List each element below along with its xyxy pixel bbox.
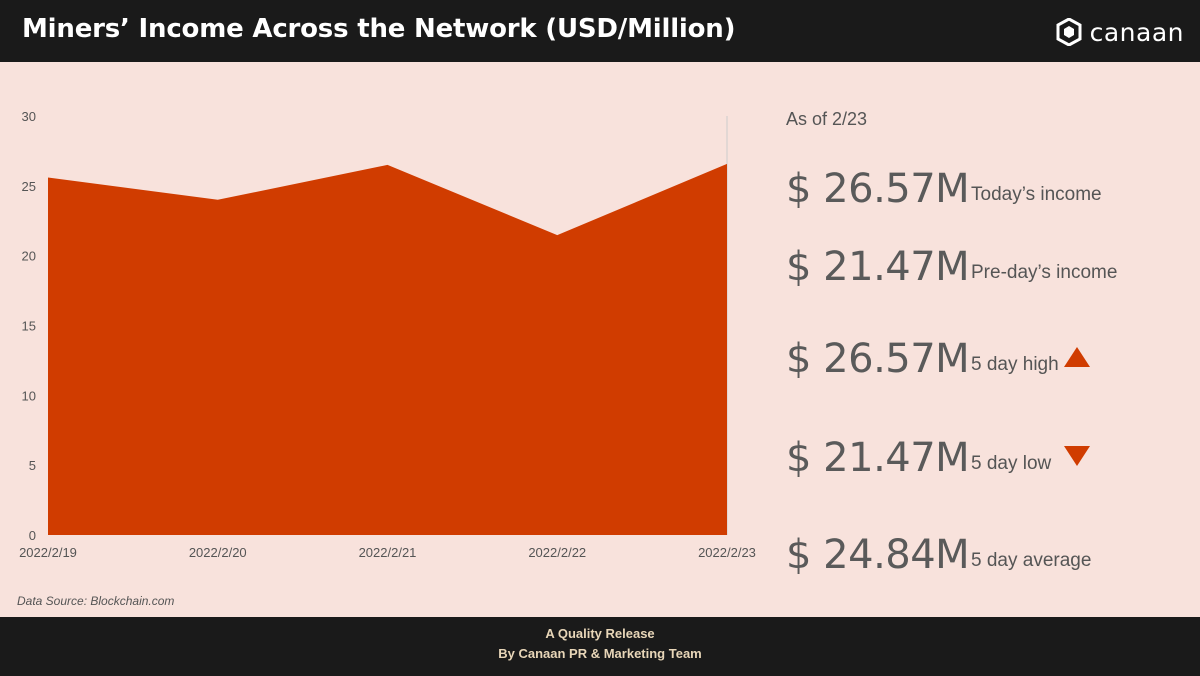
five-day-average-value: $ 24.84M [786,532,970,578]
x-tick-label: 2022/2/23 [698,545,756,560]
x-tick-label: 2022/2/21 [359,545,417,560]
y-tick-label: 10 [22,388,36,403]
income-area-chart: 0 5 10 15 20 25 30 2022/2/19 2022/2/20 2022/2/21… [19,109,756,560]
five-day-low-label: 5 day low [971,453,1052,474]
stats-panel: As of 2/23 $ 26.57M Today’s income $ 21.… [786,62,1196,617]
five-day-high-label: 5 day high [971,354,1059,375]
y-tick-label: 0 [29,528,36,543]
y-tick-label: 30 [22,109,36,124]
x-tick-label: 2022/2/19 [19,545,77,560]
as-of-date: As of 2/23 [786,109,868,129]
y-tick-label: 5 [29,458,36,473]
page-title: Miners’ Income Across the Network (USD/M… [22,14,736,44]
chart-series [47,163,728,535]
today-income-value: $ 26.57M [786,166,970,212]
triangle-up-icon [1064,347,1090,367]
five-day-high-value: $ 26.57M [786,336,970,382]
y-tick-label: 15 [22,319,36,334]
stat-preday: $ 21.47M Pre-day’s income [786,238,1196,290]
footer-line-1: A Quality Release [545,626,655,641]
y-axis-ticks: 0 5 10 15 20 25 30 [22,109,36,543]
stat-average: $ 24.84M 5 day average [786,526,1196,578]
five-day-average-label: 5 day average [971,550,1092,571]
income-area-series [48,163,727,535]
hexagon-logo-icon [1056,18,1082,46]
stat-high: $ 26.57M 5 day high [786,330,1196,382]
stat-today: $ 26.57M Today’s income [786,160,1196,212]
stat-low: $ 21.47M 5 day low [786,429,1196,481]
x-tick-label: 2022/2/22 [528,545,586,560]
five-day-low-value: $ 21.47M [786,435,970,481]
y-tick-label: 20 [22,249,36,264]
x-tick-label: 2022/2/20 [189,545,247,560]
y-tick-label: 25 [22,179,36,194]
logo-text: canaan [1089,17,1184,47]
header-bar: Miners’ Income Across the Network (USD/M… [0,0,1200,62]
canaan-logo: canaan [1056,16,1184,48]
data-source: Data Source: Blockchain.com [17,594,175,608]
footer-bar: A Quality Release By Canaan PR & Marketi… [0,617,1200,676]
x-axis-ticks: 2022/2/19 2022/2/20 2022/2/21 2022/2/22 2022… [19,545,756,560]
today-income-label: Today’s income [971,184,1102,205]
preday-income-label: Pre-day’s income [971,262,1118,283]
preday-income-value: $ 21.47M [786,244,970,290]
footer-line-2: By Canaan PR & Marketing Team [498,646,702,661]
triangle-down-icon [1064,446,1090,466]
